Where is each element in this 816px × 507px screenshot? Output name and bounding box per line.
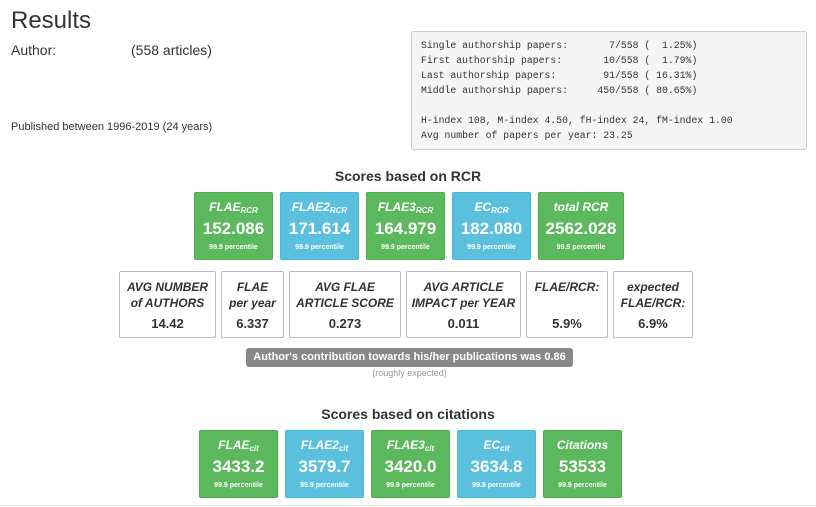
tile-percentile: 99.9 percentile — [381, 244, 430, 251]
page-title: Results — [11, 7, 92, 34]
metric-label: FLAE/RCR: — [534, 280, 600, 294]
metric-box: expected FLAE/RCR: 6.9% — [613, 271, 693, 338]
tile-label: ECcit — [483, 438, 510, 453]
published-range: Published between 1996-2019 (24 years) — [11, 121, 213, 133]
tile-percentile: 99.9 percentile — [467, 244, 516, 251]
score-tile: FLAE3RCR 164.979 99.9 percentile — [366, 192, 445, 260]
metric-value: 5.9% — [552, 316, 582, 331]
stats-line: Middle authorship papers: 450/558 ( 80.6… — [421, 85, 698, 96]
tile-value: 152.086 — [202, 219, 265, 238]
metric-value: 0.273 — [328, 316, 362, 331]
stats-line: Avg number of papers per year: 23.25 — [421, 130, 633, 141]
tile-label: FLAE3cit — [386, 438, 435, 453]
metric-box: AVG ARTICLE IMPACT per YEAR 0.011 — [406, 271, 521, 338]
metric-label: AVG NUMBER — [126, 280, 209, 294]
contribution-note: (roughly expected) — [372, 368, 447, 378]
tile-label: FLAERCR — [209, 200, 258, 215]
rcr-score-tiles: FLAERCR 152.086 99.9 percentile FLAE2RCR… — [194, 192, 624, 260]
tile-label: ECRCR — [474, 200, 509, 215]
tile-percentile: 99.9 percentile — [214, 482, 263, 489]
metric-label: FLAE/RCR: — [620, 296, 686, 310]
tile-label: FLAEcit — [218, 438, 259, 453]
tile-percentile: 99.9 percentile — [472, 482, 521, 489]
tile-value: 3420.0 — [384, 457, 437, 476]
tile-value: 3579.7 — [298, 457, 351, 476]
page-divider — [0, 505, 816, 506]
metric-box: FLAE per year 6.337 — [221, 271, 284, 338]
contribution-badge: Author's contribution towards his/her pu… — [246, 348, 573, 367]
score-tile: ECcit 3634.8 99.9 percentile — [457, 430, 536, 498]
score-tile: FLAE2cit 3579.7 99.9 percentile — [285, 430, 364, 498]
tile-percentile: 99.9 percentile — [209, 244, 258, 251]
citations-section-title: Scores based on citations — [321, 406, 495, 422]
tile-value: 53533 — [558, 457, 607, 476]
tile-value: 171.614 — [288, 219, 351, 238]
metric-label: FLAE — [236, 280, 269, 294]
metric-label: per year — [229, 296, 276, 310]
author-label: Author: — [11, 42, 57, 58]
tile-value: 3634.8 — [470, 457, 523, 476]
metric-value: 6.9% — [638, 316, 668, 331]
metric-box: FLAE/RCR: 5.9% — [526, 271, 608, 338]
rcr-section-title: Scores based on RCR — [334, 168, 482, 184]
stats-line: First authorship papers: 10/558 ( 1.79%) — [421, 55, 698, 66]
tile-value: 3433.2 — [212, 457, 265, 476]
metric-label: AVG ARTICLE — [423, 280, 504, 294]
score-tile: FLAE2RCR 171.614 99.9 percentile — [280, 192, 359, 260]
tile-label: FLAE3RCR — [377, 200, 434, 215]
tile-percentile: 99.9 percentile — [386, 482, 435, 489]
score-tile: total RCR 2562.028 99.9 percentile — [538, 192, 624, 260]
metric-label: AVG FLAE — [315, 280, 375, 294]
author-article-count: (558 articles) — [131, 42, 212, 58]
metric-value: 14.42 — [151, 316, 184, 331]
tile-value: 182.080 — [460, 219, 523, 238]
metric-label: expected — [626, 280, 679, 294]
score-tile: FLAEcit 3433.2 99.9 percentile — [199, 430, 278, 498]
metric-label: of AUTHORS — [130, 296, 205, 310]
score-tile: FLAE3cit 3420.0 99.9 percentile — [371, 430, 450, 498]
tile-label: Citations — [556, 438, 609, 452]
score-tile: ECRCR 182.080 99.9 percentile — [452, 192, 531, 260]
tile-percentile: 99.9 percentile — [558, 482, 607, 489]
tile-label: FLAE2cit — [300, 438, 349, 453]
tile-percentile: 99.9 percentile — [300, 482, 349, 489]
metric-label: IMPACT per YEAR — [411, 296, 516, 310]
stats-line: Last authorship papers: 91/558 ( 16.31%) — [421, 70, 698, 81]
tile-percentile: 99.9 percentile — [556, 244, 606, 251]
metric-box: AVG FLAE ARTICLE SCORE 0.273 — [289, 271, 401, 338]
tile-percentile: 99.9 percentile — [295, 244, 344, 251]
stats-line: H-index 108, M-index 4.50, fH-index 24, … — [421, 115, 733, 126]
score-tile: FLAERCR 152.086 99.9 percentile — [194, 192, 273, 260]
tile-value: 2562.028 — [545, 219, 617, 238]
tile-label: FLAE2RCR — [291, 200, 348, 215]
authorship-stats-box: Single authorship papers: 7/558 ( 1.25%)… — [411, 31, 807, 150]
stats-line: Single authorship papers: 7/558 ( 1.25%) — [421, 40, 698, 51]
metric-value: 0.011 — [447, 316, 480, 331]
tile-value: 164.979 — [374, 219, 437, 238]
metric-box: AVG NUMBER of AUTHORS 14.42 — [119, 271, 216, 338]
metric-boxes: AVG NUMBER of AUTHORS 14.42 FLAE per year … — [119, 271, 693, 338]
tile-label: total RCR — [553, 200, 609, 214]
citation-score-tiles: FLAEcit 3433.2 99.9 percentile FLAE2cit … — [199, 430, 622, 498]
metric-value: 6.337 — [236, 316, 269, 331]
score-tile: Citations 53533 99.9 percentile — [543, 430, 622, 498]
metric-label: ARTICLE SCORE — [296, 296, 394, 310]
